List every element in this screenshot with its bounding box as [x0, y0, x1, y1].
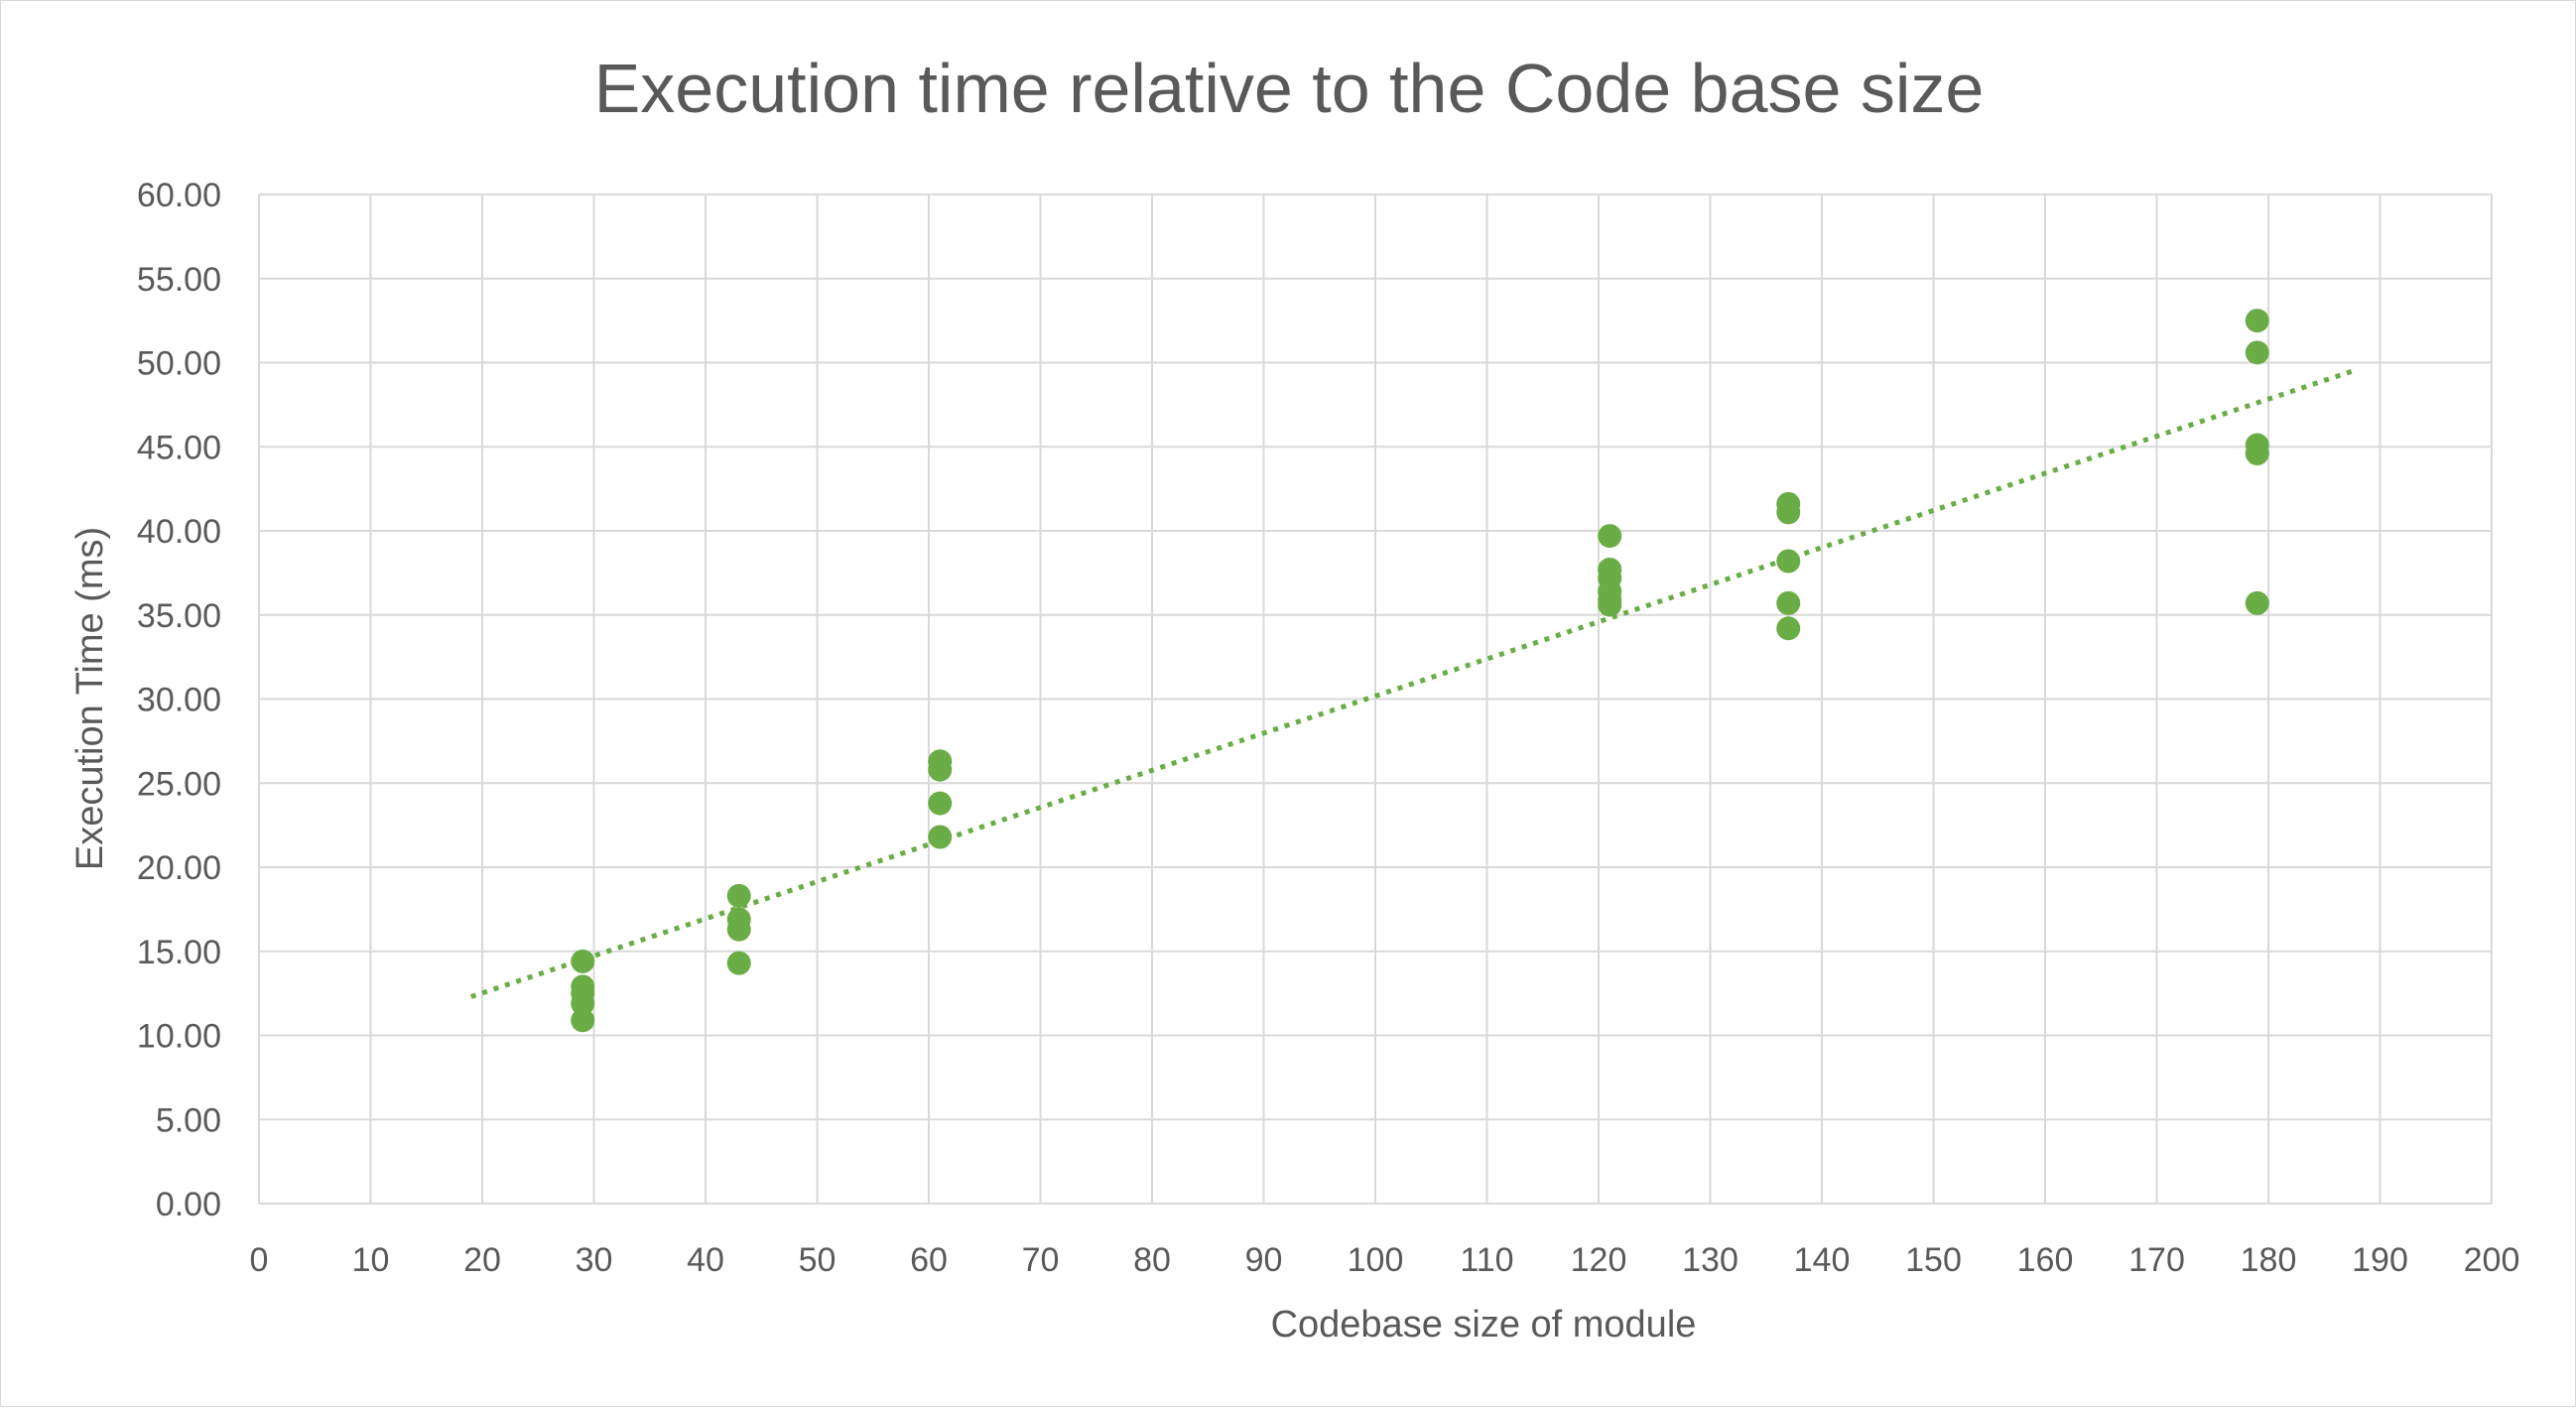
x-tick-label: 120 [1571, 1241, 1627, 1279]
x-tick-label: 190 [2352, 1241, 2408, 1279]
data-point [726, 951, 751, 975]
y-tick-label: 60.00 [137, 177, 221, 214]
x-tick-label: 50 [799, 1241, 837, 1279]
x-tick-label: 0 [250, 1241, 269, 1279]
data-point [928, 825, 953, 849]
x-tick-label: 180 [2241, 1241, 2297, 1279]
x-tick-label: 30 [576, 1241, 613, 1279]
x-tick-label: 40 [687, 1241, 724, 1279]
chart-title: Execution time relative to the Code base… [594, 50, 1985, 127]
y-tick-label: 25.00 [137, 765, 221, 803]
data-point [2245, 309, 2269, 333]
data-point [2245, 590, 2269, 615]
x-axis-tick-labels: 0 10 20 30 40 50 60 70 80 90 100 110 120 130 140 150 160… [250, 1241, 2520, 1279]
x-axis-title: Codebase size of module [1271, 1304, 1697, 1345]
data-point [571, 1008, 595, 1033]
data-point [571, 949, 595, 973]
x-tick-label: 160 [2017, 1241, 2074, 1279]
y-tick-label: 40.00 [137, 513, 221, 551]
x-tick-label: 100 [1348, 1241, 1404, 1279]
x-tick-label: 130 [1682, 1241, 1739, 1279]
x-tick-label: 110 [1460, 1241, 1513, 1279]
data-point [928, 791, 953, 816]
data-point [1776, 500, 1801, 525]
x-tick-label: 10 [352, 1241, 390, 1279]
y-tick-label: 5.00 [156, 1101, 221, 1139]
x-tick-label: 140 [1794, 1241, 1851, 1279]
x-tick-label: 70 [1022, 1241, 1060, 1279]
data-point [1776, 590, 1801, 615]
x-tick-label: 150 [1905, 1241, 1962, 1279]
y-tick-label: 45.00 [137, 429, 221, 466]
data-point [928, 757, 953, 782]
data-point [2245, 340, 2269, 365]
gridlines [258, 193, 2493, 1205]
y-tick-label: 35.00 [137, 597, 221, 635]
data-point [1598, 592, 1622, 617]
data-point [1598, 524, 1622, 549]
data-point [1776, 616, 1801, 641]
y-tick-label: 55.00 [137, 261, 221, 299]
data-point [726, 917, 751, 942]
data-point [571, 991, 595, 1016]
data-point [726, 883, 751, 908]
x-tick-label: 170 [2128, 1241, 2185, 1279]
data-point [1776, 549, 1801, 574]
y-tick-label: 50.00 [137, 345, 221, 383]
y-axis-title: Execution Time (ms) [69, 527, 111, 870]
x-tick-label: 60 [910, 1241, 948, 1279]
x-tick-label: 20 [463, 1241, 501, 1279]
y-tick-label: 20.00 [137, 849, 221, 887]
y-tick-label: 10.00 [137, 1018, 221, 1056]
y-tick-label: 15.00 [137, 934, 221, 971]
y-tick-label: 0.00 [156, 1186, 221, 1223]
x-tick-label: 80 [1133, 1241, 1171, 1279]
x-tick-label: 90 [1245, 1241, 1283, 1279]
data-points [571, 309, 2269, 1033]
trendline [469, 366, 2359, 999]
data-point [2245, 442, 2269, 466]
y-tick-label: 30.00 [137, 682, 221, 719]
x-tick-label: 200 [2464, 1241, 2520, 1279]
y-axis-tick-labels: 0.00 5.00 10.00 15.00 20.00 25.00 30.00 35.00 40… [137, 177, 221, 1223]
